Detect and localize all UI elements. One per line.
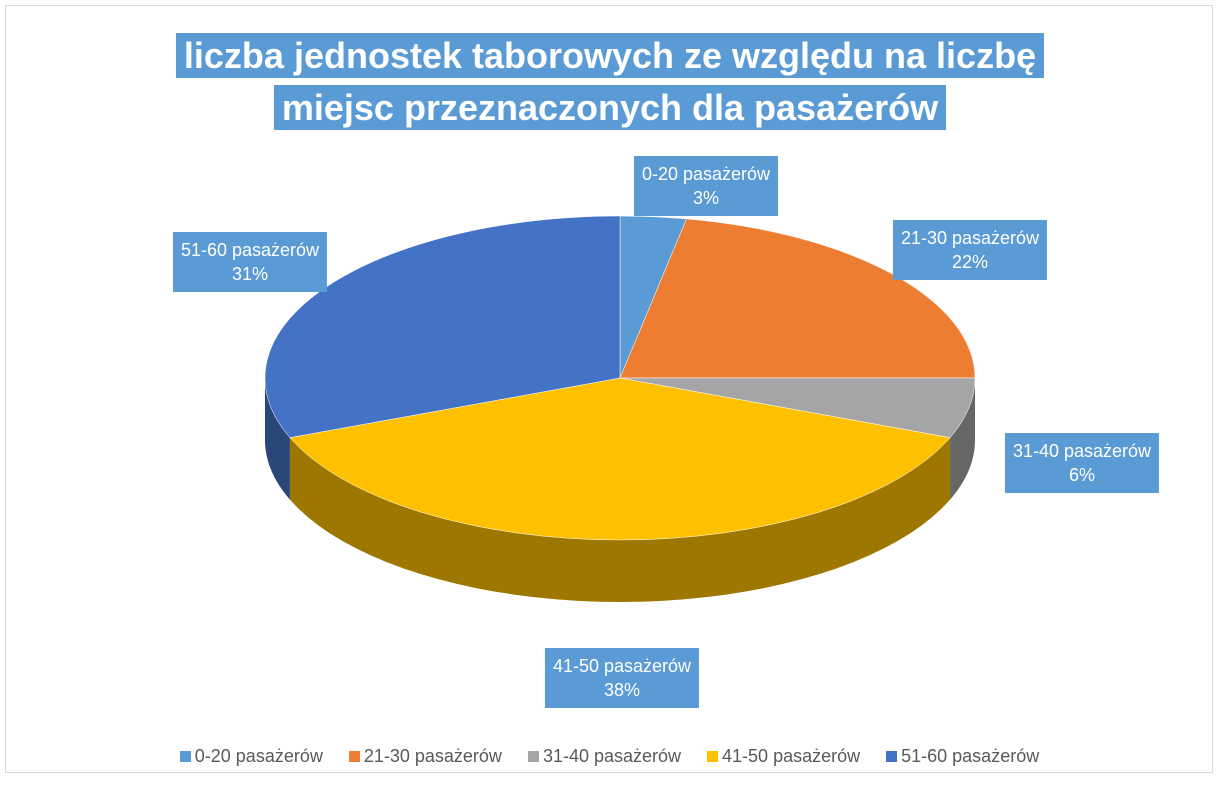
- data-label-value: 6%: [1068, 465, 1095, 485]
- slice-side: [289, 437, 951, 602]
- legend-item: 51-60 pasażerów: [886, 746, 1039, 767]
- chart-title-box: liczba jednostek taborowych ze względu n…: [150, 30, 1070, 134]
- data-label-value: 22%: [951, 252, 989, 272]
- data-label-value: 38%: [603, 680, 641, 700]
- legend-swatch: [707, 751, 719, 762]
- legend-label: 21-30 pasażerów: [363, 746, 502, 766]
- legend-swatch: [886, 751, 898, 762]
- data-label-category: 41-50 pasażerów: [552, 656, 692, 676]
- legend-label: 51-60 pasażerów: [901, 746, 1040, 766]
- legend-label: 0-20 pasażerów: [194, 746, 323, 766]
- legend: 0-20 pasażerów 21-30 pasażerów 31-40 pasaż…: [0, 746, 1219, 767]
- legend-label: 31-40 pasażerów: [542, 746, 682, 766]
- data-label: 41-50 pasażerów 38%: [544, 648, 700, 708]
- data-label-value: 3%: [692, 188, 720, 208]
- data-label-category: 31-40 pasażerów: [1012, 441, 1152, 461]
- chart-frame: [5, 5, 1213, 773]
- data-label: 21-30 pasażerów 22%: [892, 220, 1048, 280]
- legend-swatch: [527, 751, 539, 762]
- legend-swatch: [348, 751, 360, 762]
- chart-title: liczba jednostek taborowych ze względu n…: [175, 33, 1045, 130]
- data-label: 51-60 pasażerów 31%: [172, 232, 328, 292]
- slice: [289, 377, 951, 541]
- data-label: 31-40 pasażerów 6%: [1004, 433, 1160, 493]
- legend-label: 41-50 pasażerów: [722, 746, 861, 766]
- legend-item: 21-30 pasażerów: [348, 746, 502, 767]
- data-label-category: 51-60 pasażerów: [180, 240, 320, 260]
- legend-swatch: [179, 751, 191, 762]
- data-label-category: 21-30 pasażerów: [900, 228, 1040, 248]
- data-label-value: 31%: [231, 264, 269, 284]
- slice: [619, 377, 976, 438]
- data-label-category: 0-20 pasażerów: [641, 164, 771, 184]
- data-label: 0-20 pasażerów 3%: [633, 156, 779, 216]
- legend-item: 31-40 pasażerów: [527, 746, 682, 767]
- legend-item: 41-50 pasażerów: [707, 746, 860, 767]
- legend-item: 0-20 pasażerów: [179, 746, 323, 767]
